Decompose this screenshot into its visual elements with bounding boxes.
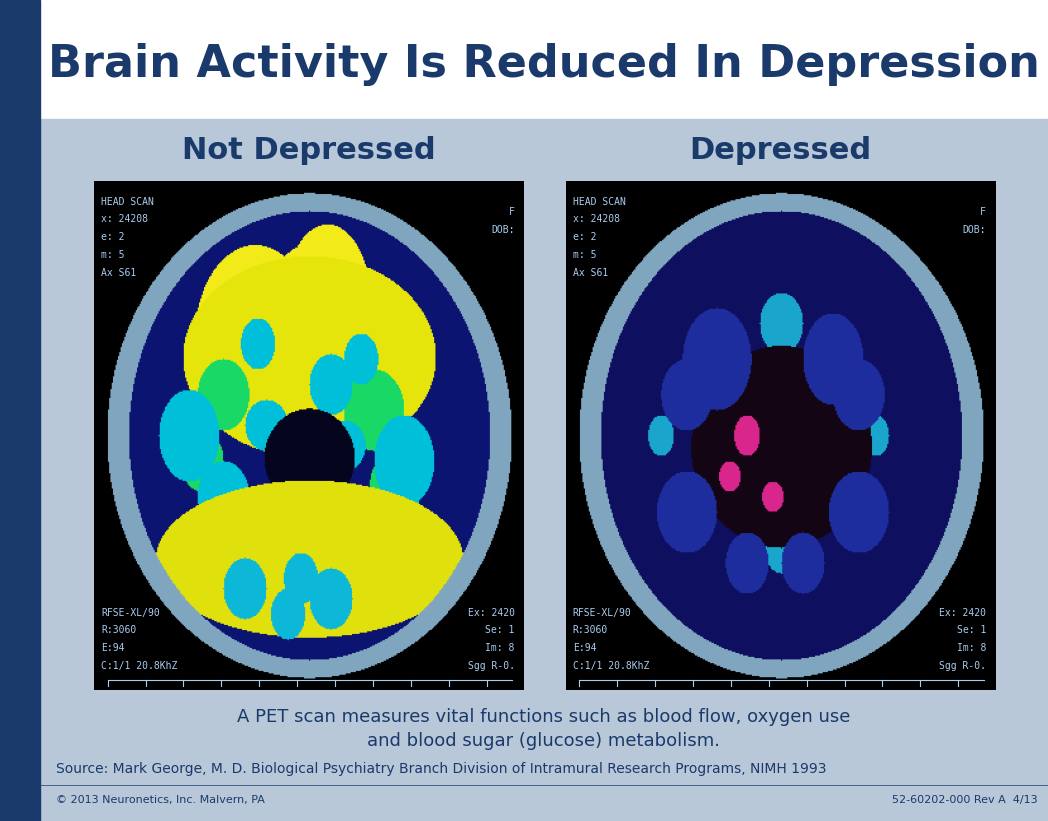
Text: C:1/1 20.8KhZ: C:1/1 20.8KhZ bbox=[573, 661, 650, 671]
Text: Not Depressed: Not Depressed bbox=[182, 135, 436, 165]
Text: e: 2: e: 2 bbox=[102, 232, 125, 242]
Text: C:1/1 20.8KhZ: C:1/1 20.8KhZ bbox=[102, 661, 178, 671]
Text: x: 24208: x: 24208 bbox=[102, 214, 148, 224]
Text: Sgg R-0.: Sgg R-0. bbox=[939, 661, 986, 671]
Text: Source: Mark George, M. D. Biological Psychiatry Branch Division of Intramural R: Source: Mark George, M. D. Biological Ps… bbox=[56, 762, 826, 777]
Text: Ax S61: Ax S61 bbox=[573, 268, 608, 277]
Text: Im: 8: Im: 8 bbox=[957, 643, 986, 654]
Text: © 2013 Neuronetics, Inc. Malvern, PA: © 2013 Neuronetics, Inc. Malvern, PA bbox=[56, 796, 264, 805]
Text: and blood sugar (glucose) metabolism.: and blood sugar (glucose) metabolism. bbox=[368, 732, 720, 750]
Text: RFSE-XL/90: RFSE-XL/90 bbox=[573, 608, 632, 617]
Text: Se: 1: Se: 1 bbox=[957, 626, 986, 635]
Text: Brain Activity Is Reduced In Depression: Brain Activity Is Reduced In Depression bbox=[48, 43, 1040, 85]
Text: F: F bbox=[508, 207, 515, 217]
Text: x: 24208: x: 24208 bbox=[573, 214, 619, 224]
Text: RFSE-XL/90: RFSE-XL/90 bbox=[102, 608, 160, 617]
Text: R:3060: R:3060 bbox=[102, 626, 136, 635]
Text: m: 5: m: 5 bbox=[573, 250, 596, 260]
Text: Ex: 2420: Ex: 2420 bbox=[467, 608, 515, 617]
Bar bbox=[40, 119, 1048, 821]
Text: A PET scan measures vital functions such as blood flow, oxygen use: A PET scan measures vital functions such… bbox=[237, 708, 851, 726]
Text: DOB:: DOB: bbox=[963, 224, 986, 235]
Text: HEAD SCAN: HEAD SCAN bbox=[573, 196, 626, 207]
Text: Ex: 2420: Ex: 2420 bbox=[939, 608, 986, 617]
Text: Sgg R-0.: Sgg R-0. bbox=[467, 661, 515, 671]
Text: F: F bbox=[980, 207, 986, 217]
Text: HEAD SCAN: HEAD SCAN bbox=[102, 196, 154, 207]
Text: 52-60202-000 Rev A  4/13: 52-60202-000 Rev A 4/13 bbox=[892, 796, 1038, 805]
Text: R:3060: R:3060 bbox=[573, 626, 608, 635]
Text: Ax S61: Ax S61 bbox=[102, 268, 136, 277]
Text: Se: 1: Se: 1 bbox=[485, 626, 515, 635]
Bar bbox=[0, 0, 40, 821]
Text: Im: 8: Im: 8 bbox=[485, 643, 515, 654]
Text: m: 5: m: 5 bbox=[102, 250, 125, 260]
Bar bbox=[40, 0, 1048, 119]
Text: e: 2: e: 2 bbox=[573, 232, 596, 242]
Text: E:94: E:94 bbox=[573, 643, 596, 654]
Text: E:94: E:94 bbox=[102, 643, 125, 654]
Text: DOB:: DOB: bbox=[492, 224, 515, 235]
Text: Depressed: Depressed bbox=[690, 135, 872, 165]
